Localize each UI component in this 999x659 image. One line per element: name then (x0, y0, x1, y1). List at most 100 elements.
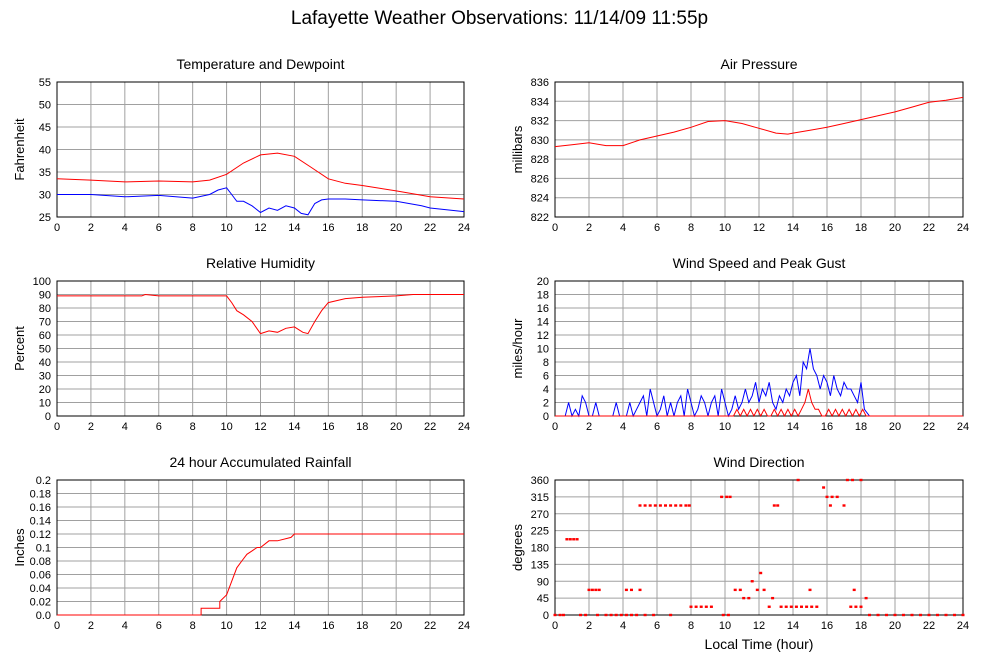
x-tick-label: 6 (156, 222, 162, 234)
x-tick-label: 14 (787, 222, 799, 234)
y-tick-label: 20 (537, 276, 549, 288)
x-tick-label: 18 (855, 620, 867, 632)
y-tick-label: 0.08 (30, 556, 51, 568)
data-point (815, 605, 819, 608)
y-tick-label: 55 (39, 77, 51, 89)
data-point (845, 478, 849, 482)
y-tick-label: 14 (537, 317, 549, 329)
x-tick-label: 24 (957, 222, 969, 234)
y-tick-label: 0 (543, 411, 549, 423)
data-point (653, 504, 657, 507)
data-point (825, 495, 829, 499)
y-tick-label: 45 (537, 593, 549, 605)
x-tick-label: 14 (288, 620, 300, 632)
x-tick-label: 22 (923, 620, 935, 632)
data-point (721, 613, 725, 617)
y-tick-label: 6 (543, 371, 549, 383)
x-tick-label: 0 (54, 620, 60, 632)
data-point (808, 588, 812, 592)
chart-title: Temperature and Dewpoint (176, 56, 344, 72)
data-point (720, 495, 724, 499)
data-point (851, 478, 854, 482)
y-tick-label: 30 (39, 371, 51, 383)
x-tick-label: 2 (586, 222, 592, 234)
x-tick-label: 14 (288, 222, 300, 234)
y-tick-label: 80 (39, 303, 51, 315)
y-tick-label: 0.18 (30, 489, 51, 501)
data-point (864, 596, 868, 600)
data-point (944, 613, 948, 617)
x-tick-label: 10 (220, 222, 232, 234)
x-tick-label: 0 (54, 222, 60, 234)
data-point (893, 613, 897, 617)
data-point (767, 605, 771, 608)
data-point (725, 495, 729, 499)
data-point (565, 538, 569, 541)
x-tick-label: 24 (957, 620, 969, 632)
x-tick-label: 2 (88, 620, 94, 632)
y-tick-label: 10 (39, 398, 51, 410)
x-tick-label: 0 (552, 222, 558, 234)
x-tick-label: 22 (424, 620, 436, 632)
y-tick-label: 20 (39, 384, 51, 396)
data-point (961, 613, 965, 617)
y-tick-label: 830 (531, 135, 549, 147)
x-tick-label: 24 (957, 421, 969, 433)
series-line-0 (57, 533, 464, 616)
y-axis-label: degrees (510, 524, 525, 571)
x-tick-label: 20 (390, 222, 402, 234)
series-line-0 (56, 152, 465, 200)
x-tick-label: 4 (122, 620, 128, 632)
data-point (789, 605, 793, 608)
y-axis-label: Inches (12, 528, 27, 567)
y-tick-label: 826 (531, 173, 549, 185)
y-tick-label: 360 (531, 475, 549, 487)
y-tick-label: 4 (543, 384, 549, 396)
x-tick-label: 2 (88, 421, 94, 433)
plot-frame (56, 479, 465, 616)
x-tick-label: 18 (855, 222, 867, 234)
y-tick-label: 10 (537, 344, 549, 356)
data-point (689, 605, 693, 608)
data-point (699, 605, 703, 608)
data-point (630, 588, 633, 592)
y-tick-label: 40 (39, 357, 51, 369)
data-point (669, 504, 673, 507)
data-point (828, 504, 832, 507)
y-axis-label: miles/hour (510, 318, 525, 379)
data-point (609, 613, 613, 617)
data-point (771, 596, 775, 600)
x-tick-label: 8 (688, 620, 694, 632)
x-tick-label: 24 (458, 222, 470, 234)
x-axis-label: Local Time (hour) (705, 636, 814, 652)
data-point (868, 613, 871, 617)
data-point (822, 486, 826, 489)
x-tick-label: 24 (458, 421, 470, 433)
data-point (674, 504, 678, 507)
y-tick-label: 0 (45, 411, 51, 423)
plot-frame (554, 479, 964, 616)
data-point (842, 504, 846, 507)
data-point (643, 613, 647, 617)
x-tick-label: 10 (220, 421, 232, 433)
y-tick-label: 225 (531, 526, 549, 538)
x-tick-label: 12 (254, 222, 266, 234)
x-tick-label: 22 (923, 421, 935, 433)
y-tick-label: 8 (543, 357, 549, 369)
data-point (835, 495, 839, 499)
x-tick-label: 22 (424, 222, 436, 234)
y-tick-label: 50 (39, 344, 51, 356)
data-point (638, 504, 642, 507)
x-tick-label: 18 (356, 222, 368, 234)
x-tick-label: 10 (719, 421, 731, 433)
y-tick-label: 824 (531, 193, 549, 205)
data-point (936, 613, 939, 617)
data-point (805, 605, 809, 608)
x-tick-label: 2 (586, 620, 592, 632)
data-point (709, 605, 713, 608)
x-tick-label: 10 (719, 620, 731, 632)
data-point (779, 605, 783, 608)
y-axis-label: millibars (510, 125, 525, 173)
x-tick-label: 16 (821, 620, 833, 632)
x-tick-label: 12 (254, 620, 266, 632)
